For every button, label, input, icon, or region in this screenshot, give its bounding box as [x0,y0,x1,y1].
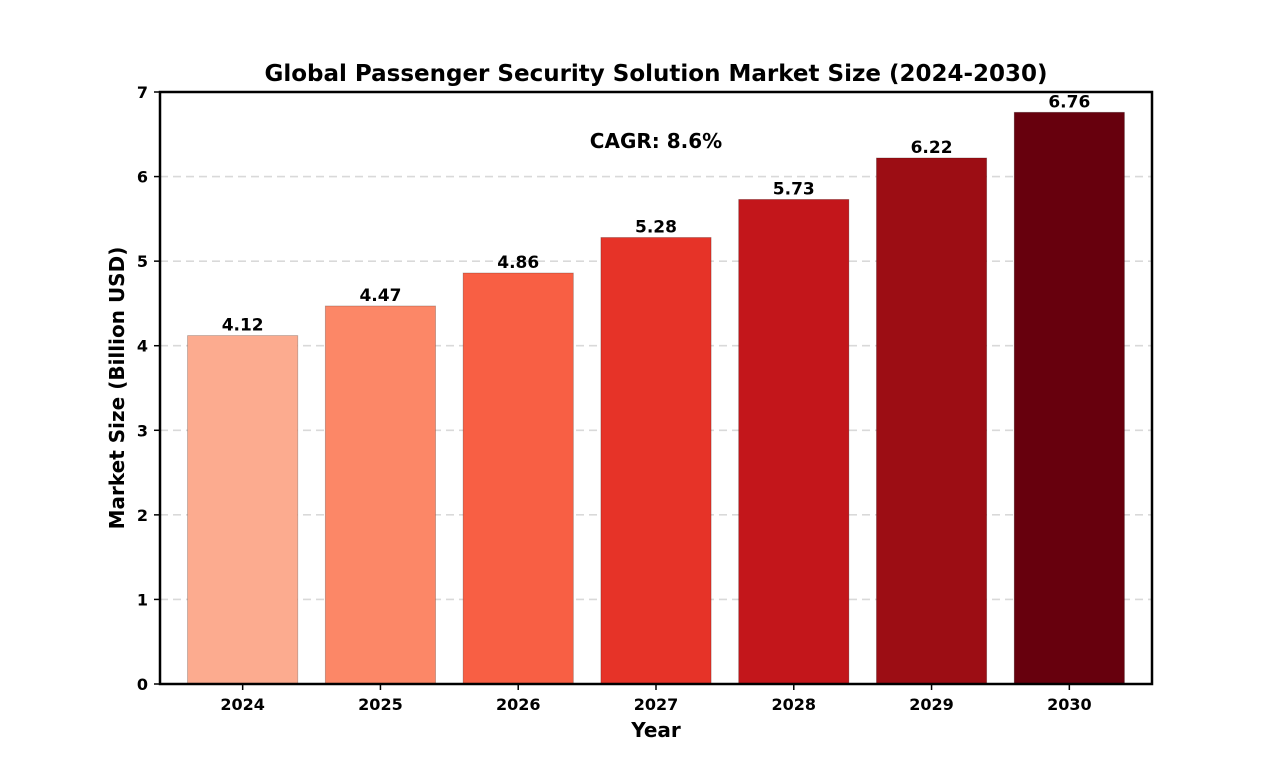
cagr-annotation: CAGR: 8.6% [590,129,722,153]
y-tick-label: 1 [137,590,148,609]
y-axis-label: Market Size (Billion USD) [105,247,129,530]
y-tick-label: 7 [137,83,148,102]
data-label-2024: 4.12 [222,316,264,336]
bar-2029 [876,157,988,685]
x-tick-label: 2025 [358,695,403,714]
y-tick-label: 5 [137,252,148,271]
y-tick-label: 6 [137,168,148,187]
x-tick-label: 2026 [496,695,541,714]
x-axis-label: Year [630,718,681,742]
data-label-2029: 6.22 [911,138,953,158]
x-tick-label: 2028 [772,695,817,714]
y-tick-label: 0 [137,675,148,694]
x-tick-label: 2027 [634,695,679,714]
y-axis-ticks: 0 1 2 3 4 5 6 7 [137,83,160,694]
data-label-2026: 4.86 [497,253,539,273]
bar-2024 [187,335,299,685]
y-tick-label: 2 [137,506,148,525]
x-tick-label: 2030 [1047,695,1092,714]
data-label-2027: 5.28 [635,217,677,237]
x-tick-label: 2024 [220,695,265,714]
chart-title: Global Passenger Security Solution Marke… [264,61,1047,87]
data-labels: 4.12 4.47 4.86 5.28 5.73 6.22 6.76 [222,92,1091,335]
bar-2027 [600,237,712,685]
bar-2028 [738,199,850,685]
bar-2026 [462,272,574,685]
x-axis-ticks: 2024 2025 2026 2027 2028 2029 2030 [220,684,1092,714]
data-label-2025: 4.47 [359,286,401,306]
bar-2025 [324,305,436,685]
y-tick-label: 3 [137,421,148,440]
data-label-2030: 6.76 [1048,92,1090,112]
data-label-2028: 5.73 [773,179,815,199]
y-tick-label: 4 [137,337,148,356]
bar-2030 [1013,111,1125,685]
x-tick-label: 2029 [909,695,954,714]
bars [187,111,1125,685]
